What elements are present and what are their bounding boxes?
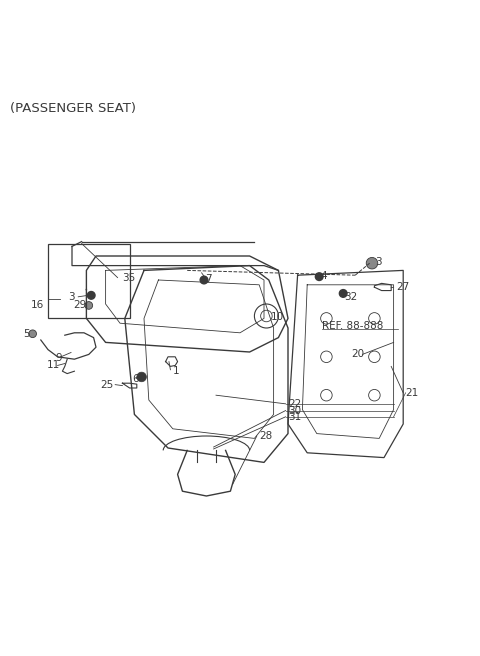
Circle shape: [87, 291, 95, 299]
Text: 30: 30: [288, 405, 301, 415]
Text: 11: 11: [47, 360, 60, 371]
Text: 29: 29: [73, 300, 86, 310]
Text: 25: 25: [100, 380, 114, 390]
Text: 5: 5: [23, 329, 30, 338]
Text: 20: 20: [352, 350, 365, 359]
Text: 3: 3: [68, 292, 74, 302]
Text: 6: 6: [132, 375, 139, 384]
Text: 9: 9: [55, 353, 62, 363]
Text: 1: 1: [173, 366, 180, 376]
Circle shape: [137, 372, 146, 382]
Text: 22: 22: [288, 399, 301, 409]
Circle shape: [85, 302, 93, 309]
Text: 35: 35: [122, 273, 136, 283]
Text: 7: 7: [205, 274, 212, 284]
Text: REF. 88-888: REF. 88-888: [322, 321, 383, 331]
Circle shape: [200, 276, 208, 284]
Circle shape: [29, 330, 36, 338]
Circle shape: [366, 257, 378, 269]
Text: (PASSENGER SEAT): (PASSENGER SEAT): [10, 102, 135, 115]
Circle shape: [315, 273, 323, 281]
Bar: [48, 244, 130, 318]
Text: 16: 16: [31, 300, 45, 310]
Text: 21: 21: [406, 388, 419, 398]
Text: 4: 4: [321, 271, 327, 281]
Text: 32: 32: [345, 292, 358, 302]
Circle shape: [339, 289, 347, 297]
Text: 28: 28: [259, 431, 273, 441]
Text: 27: 27: [396, 282, 409, 292]
Text: 10: 10: [271, 312, 284, 323]
Text: 31: 31: [288, 412, 301, 422]
Text: 3: 3: [375, 256, 382, 267]
